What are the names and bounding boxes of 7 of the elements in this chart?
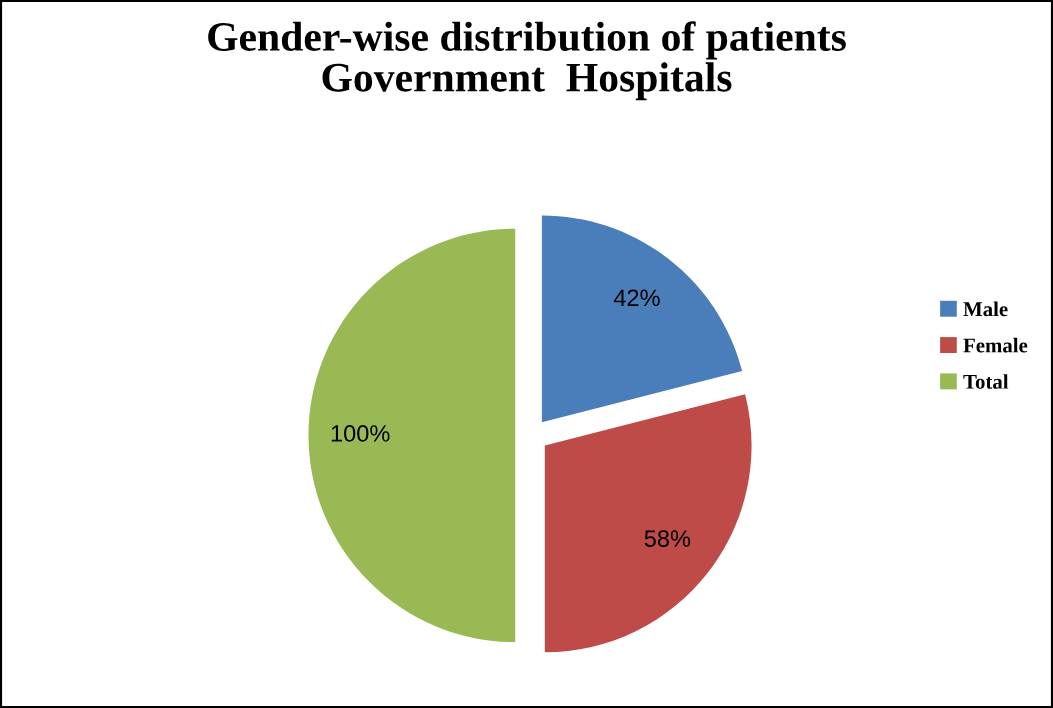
data-label: 58% (644, 530, 691, 547)
data-label: 100% (331, 425, 390, 442)
data-label: 42% (613, 289, 660, 307)
chart-title: Gender-wise distribution of patients Government Hospitals (208, 21, 846, 101)
legend-label: Total (963, 374, 1009, 389)
legend-label: Female (963, 337, 1028, 353)
legend-label: Male (963, 301, 1008, 317)
